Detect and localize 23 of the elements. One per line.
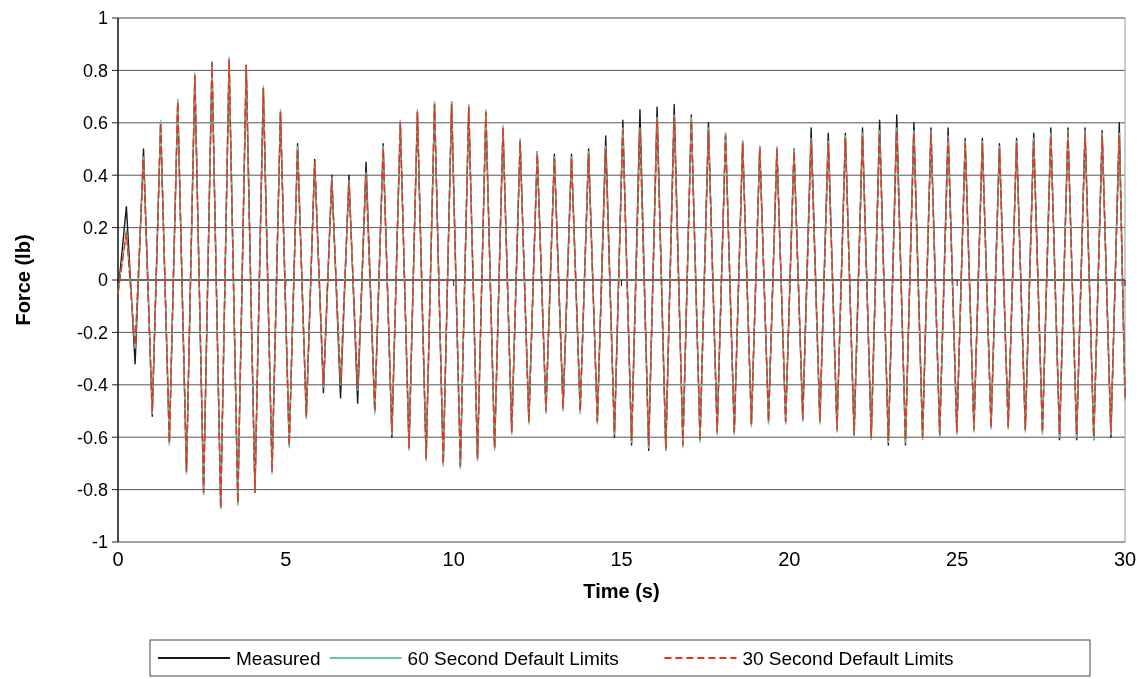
y-tick-label: -0.6 bbox=[76, 427, 108, 448]
x-tick-label: 0 bbox=[112, 548, 124, 570]
y-tick-label: -0.8 bbox=[76, 479, 108, 500]
legend-label: 30 Second Default Limits bbox=[742, 647, 954, 669]
x-axis-title: Time (s) bbox=[583, 580, 660, 602]
y-tick-label: 0.8 bbox=[82, 60, 108, 81]
x-tick-label: 25 bbox=[946, 548, 969, 570]
legend-label: 60 Second Default Limits bbox=[407, 647, 619, 669]
y-tick-label: 0 bbox=[97, 270, 108, 291]
y-tick-label: 0.4 bbox=[82, 165, 108, 186]
y-tick-label: -1 bbox=[91, 532, 108, 553]
y-tick-label: -0.4 bbox=[76, 375, 108, 396]
x-tick-label: 30 bbox=[1113, 548, 1137, 570]
x-tick-label: 20 bbox=[778, 548, 801, 570]
x-tick-label: 15 bbox=[610, 548, 633, 570]
legend-label: Measured bbox=[236, 647, 321, 669]
x-tick-label: 10 bbox=[442, 548, 465, 570]
y-tick-label: -0.2 bbox=[76, 322, 108, 343]
y-tick-label: 1 bbox=[97, 8, 108, 29]
x-tick-label: 5 bbox=[280, 548, 292, 570]
y-tick-label: 0.2 bbox=[82, 217, 108, 238]
y-axis-title: Force (lb) bbox=[12, 234, 34, 326]
y-tick-label: 0.6 bbox=[82, 113, 108, 134]
